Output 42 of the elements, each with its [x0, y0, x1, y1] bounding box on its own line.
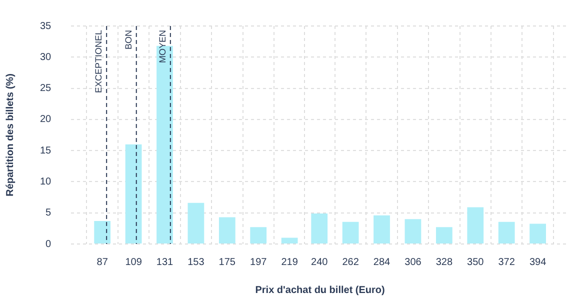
x-tick-label: 350 — [467, 256, 484, 268]
y-tick-label: 25 — [40, 83, 52, 94]
ref-line-label: MOYEN — [157, 30, 168, 64]
x-tick-label: 87 — [96, 256, 108, 268]
ref-line-label: BON — [123, 30, 134, 50]
x-tick-label: 306 — [404, 256, 422, 268]
y-tick-label: 20 — [40, 114, 52, 126]
bar — [404, 219, 422, 244]
bar — [436, 227, 452, 244]
x-axis-title: Prix d'achat du billet (Euro) — [255, 284, 385, 296]
x-tick-label: 262 — [342, 256, 360, 268]
bar — [498, 222, 515, 244]
y-tick-label: 5 — [46, 208, 52, 219]
bar — [374, 215, 390, 244]
x-tick-label: 219 — [281, 256, 298, 268]
x-tick-label: 153 — [188, 256, 205, 268]
x-tick-label: 394 — [529, 256, 547, 268]
y-tick-label: 10 — [40, 176, 52, 188]
x-tick-label: 175 — [218, 256, 236, 268]
x-tick-label: 131 — [156, 256, 174, 268]
x-tick-label: 109 — [125, 256, 142, 268]
bar — [250, 227, 267, 244]
bar — [467, 207, 484, 244]
x-tick-label: 197 — [250, 256, 268, 268]
y-tick-label: 35 — [40, 20, 52, 32]
bar — [342, 222, 359, 244]
y-tick-label: 0 — [46, 238, 52, 250]
x-tick-label: 372 — [498, 256, 516, 268]
x-tick-label: 284 — [373, 256, 391, 268]
y-tick-label: 15 — [40, 145, 52, 156]
x-tick-label: 240 — [311, 256, 328, 268]
bar — [94, 220, 111, 244]
bar — [530, 224, 546, 244]
bar — [281, 238, 298, 244]
bar — [218, 217, 236, 244]
bar — [125, 144, 142, 244]
x-tick-label: 328 — [436, 256, 453, 268]
bar — [188, 202, 204, 244]
y-axis-title: Répartition des billets (%) — [4, 74, 16, 196]
bar — [311, 213, 328, 244]
ref-line-label: EXCEPTIONEL — [94, 30, 104, 94]
y-tick-label: 30 — [40, 52, 52, 63]
